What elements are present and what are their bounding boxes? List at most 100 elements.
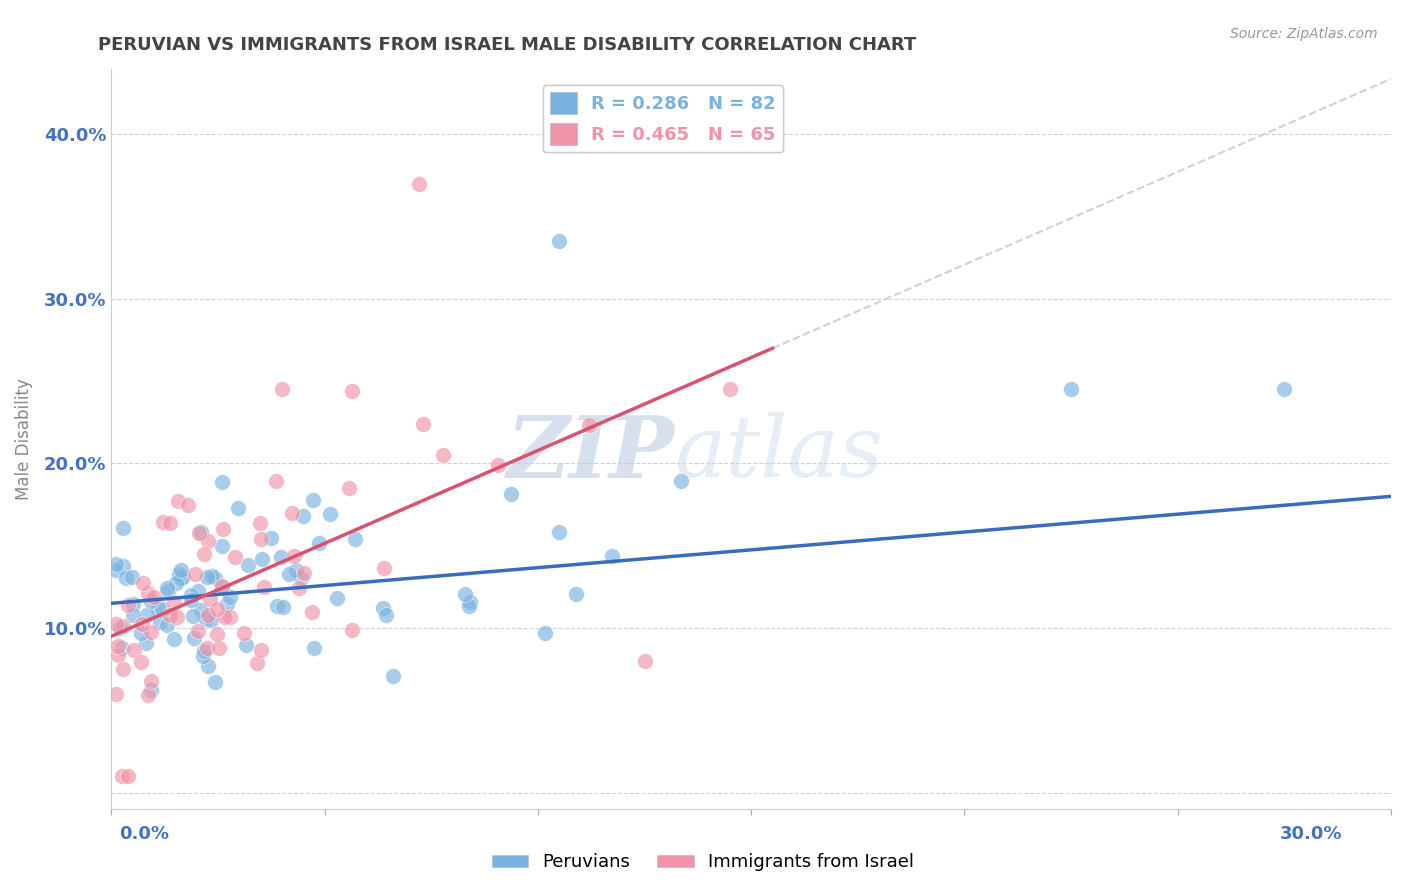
Point — [249, 516, 271, 530]
Point — [342, 623, 364, 637]
Point — [146, 602, 169, 616]
Point — [211, 581, 233, 595]
Point — [454, 587, 477, 601]
Point — [107, 639, 129, 653]
Text: Source: ZipAtlas.com: Source: ZipAtlas.com — [1230, 27, 1378, 41]
Point — [204, 675, 226, 690]
Point — [111, 661, 134, 675]
Point — [205, 626, 228, 640]
Point — [193, 644, 215, 658]
Point — [200, 613, 222, 627]
Point — [132, 576, 155, 591]
Point — [141, 683, 163, 698]
Point — [208, 641, 231, 656]
Point — [180, 589, 202, 603]
Point — [224, 549, 246, 564]
Point — [337, 481, 360, 495]
Point — [193, 649, 215, 664]
Point — [283, 549, 305, 563]
Point — [117, 769, 139, 783]
Point — [292, 509, 315, 524]
Text: ZIP: ZIP — [506, 412, 675, 495]
Point — [371, 601, 394, 615]
Point — [301, 605, 323, 619]
Point — [139, 673, 162, 688]
Point — [548, 524, 571, 539]
Point — [129, 625, 152, 640]
Point — [184, 567, 207, 582]
Legend: R = 0.286   N = 82, R = 0.465   N = 65: R = 0.286 N = 82, R = 0.465 N = 65 — [543, 85, 783, 153]
Point — [669, 474, 692, 488]
Point — [169, 566, 191, 581]
Point — [408, 177, 430, 191]
Point — [246, 656, 269, 670]
Point — [188, 526, 211, 541]
Point — [111, 559, 134, 574]
Point — [177, 498, 200, 512]
Point — [533, 625, 555, 640]
Point — [156, 583, 179, 598]
Point — [163, 596, 186, 610]
Point — [302, 492, 325, 507]
Point — [284, 563, 307, 577]
Point — [281, 507, 304, 521]
Point — [260, 531, 283, 545]
Point — [600, 549, 623, 564]
Point — [250, 552, 273, 566]
Point — [183, 608, 205, 623]
Text: 0.0%: 0.0% — [120, 825, 170, 843]
Point — [204, 571, 226, 585]
Text: atlas: atlas — [675, 412, 883, 495]
Point — [129, 655, 152, 669]
Point — [190, 524, 212, 539]
Point — [156, 582, 179, 596]
Point — [111, 641, 134, 656]
Point — [249, 642, 271, 657]
Point — [183, 631, 205, 645]
Point — [197, 534, 219, 549]
Point — [458, 595, 481, 609]
Point — [136, 608, 159, 623]
Point — [193, 547, 215, 561]
Point — [211, 579, 233, 593]
Point — [253, 580, 276, 594]
Point — [170, 571, 193, 585]
Point — [112, 521, 135, 535]
Point — [159, 516, 181, 530]
Point — [139, 593, 162, 607]
Point — [212, 523, 235, 537]
Point — [117, 599, 139, 613]
Point — [159, 607, 181, 622]
Point — [375, 608, 398, 623]
Point — [139, 624, 162, 639]
Point — [292, 566, 315, 581]
Point — [107, 648, 129, 662]
Point — [155, 617, 177, 632]
Point — [343, 532, 366, 546]
Point — [187, 624, 209, 639]
Point — [565, 587, 588, 601]
Point — [136, 689, 159, 703]
Point — [633, 654, 655, 668]
Point — [136, 586, 159, 600]
Point — [233, 626, 256, 640]
Point — [131, 616, 153, 631]
Point — [488, 458, 510, 472]
Point — [121, 570, 143, 584]
Point — [163, 632, 186, 646]
Point — [121, 597, 143, 611]
Point — [104, 616, 127, 631]
Point — [340, 384, 363, 398]
Point — [211, 475, 233, 490]
Point — [104, 687, 127, 701]
Point — [112, 618, 135, 632]
Point — [115, 571, 138, 585]
Point — [718, 383, 741, 397]
Point — [499, 487, 522, 501]
Point — [207, 602, 229, 616]
Point — [219, 610, 242, 624]
Point — [458, 599, 481, 614]
Point — [319, 508, 342, 522]
Point — [373, 561, 395, 575]
Point — [264, 475, 287, 489]
